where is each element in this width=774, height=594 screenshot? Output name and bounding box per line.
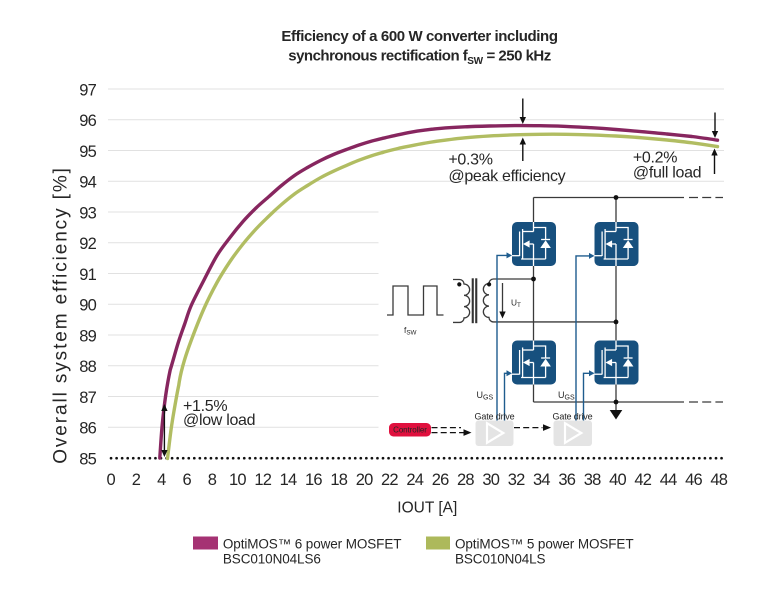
svg-text:38: 38 — [584, 471, 601, 489]
svg-text:40: 40 — [609, 471, 626, 489]
svg-text:OptiMOS™ 6 power MOSFET: OptiMOS™ 6 power MOSFET — [223, 537, 402, 552]
svg-text:97: 97 — [79, 81, 96, 99]
svg-text:94: 94 — [79, 174, 96, 192]
svg-text:20: 20 — [356, 471, 373, 489]
svg-text:6: 6 — [183, 471, 192, 489]
svg-text:28: 28 — [457, 471, 474, 489]
svg-text:Controller: Controller — [393, 426, 427, 435]
svg-text:@low load: @low load — [183, 412, 255, 429]
svg-text:48: 48 — [710, 471, 727, 489]
svg-text:Gate drive: Gate drive — [474, 412, 514, 422]
svg-text:86: 86 — [79, 420, 96, 438]
svg-text:42: 42 — [634, 471, 651, 489]
svg-text:+0.2%: +0.2% — [633, 150, 677, 167]
svg-text:96: 96 — [79, 112, 96, 130]
svg-text:32: 32 — [508, 471, 525, 489]
svg-text:46: 46 — [685, 471, 702, 489]
svg-text:0: 0 — [107, 471, 116, 489]
svg-text:UT: UT — [511, 298, 521, 309]
svg-text:85: 85 — [79, 450, 96, 468]
svg-text:88: 88 — [79, 358, 96, 376]
svg-text:+1.5%: +1.5% — [183, 398, 227, 415]
svg-text:@full load: @full load — [633, 165, 701, 182]
svg-text:8: 8 — [208, 471, 217, 489]
svg-text:OptiMOS™ 5 power MOSFET: OptiMOS™ 5 power MOSFET — [455, 537, 634, 552]
svg-text:87: 87 — [79, 389, 96, 407]
svg-text:26: 26 — [432, 471, 449, 489]
svg-text:10: 10 — [229, 471, 246, 489]
svg-text:30: 30 — [482, 471, 499, 489]
svg-text:92: 92 — [79, 235, 96, 253]
svg-text:34: 34 — [533, 471, 550, 489]
svg-text:36: 36 — [558, 471, 575, 489]
svg-text:BSC010N04LS6: BSC010N04LS6 — [223, 552, 321, 567]
svg-text:93: 93 — [79, 204, 96, 222]
svg-text:44: 44 — [660, 471, 677, 489]
svg-text:18: 18 — [330, 471, 347, 489]
svg-text:90: 90 — [79, 297, 96, 315]
svg-text:@peak efficiency: @peak efficiency — [448, 168, 565, 185]
svg-text:2: 2 — [132, 471, 141, 489]
svg-text:IOUT [A]: IOUT [A] — [397, 500, 457, 517]
svg-text:+0.3%: +0.3% — [448, 152, 492, 169]
svg-text:89: 89 — [79, 327, 96, 345]
svg-text:Overall system efficiency [%]: Overall system efficiency [%] — [51, 166, 72, 464]
svg-text:12: 12 — [254, 471, 271, 489]
svg-text:24: 24 — [406, 471, 423, 489]
svg-text:95: 95 — [79, 143, 96, 161]
svg-text:UGS: UGS — [558, 390, 575, 402]
svg-text:BSC010N04LS: BSC010N04LS — [455, 552, 546, 567]
svg-text:Efficiency of a 600 W converte: Efficiency of a 600 W converter includin… — [281, 28, 557, 45]
svg-text:22: 22 — [381, 471, 398, 489]
svg-text:UGS: UGS — [477, 390, 494, 402]
svg-text:4: 4 — [157, 471, 166, 489]
svg-text:synchronous rectification fSW: synchronous rectification fSW = 250 kHz — [288, 48, 551, 68]
svg-text:14: 14 — [280, 471, 297, 489]
svg-text:91: 91 — [79, 266, 96, 284]
svg-text:fSW: fSW — [404, 325, 417, 336]
svg-text:16: 16 — [305, 471, 322, 489]
svg-text:Gate drive: Gate drive — [552, 412, 592, 422]
